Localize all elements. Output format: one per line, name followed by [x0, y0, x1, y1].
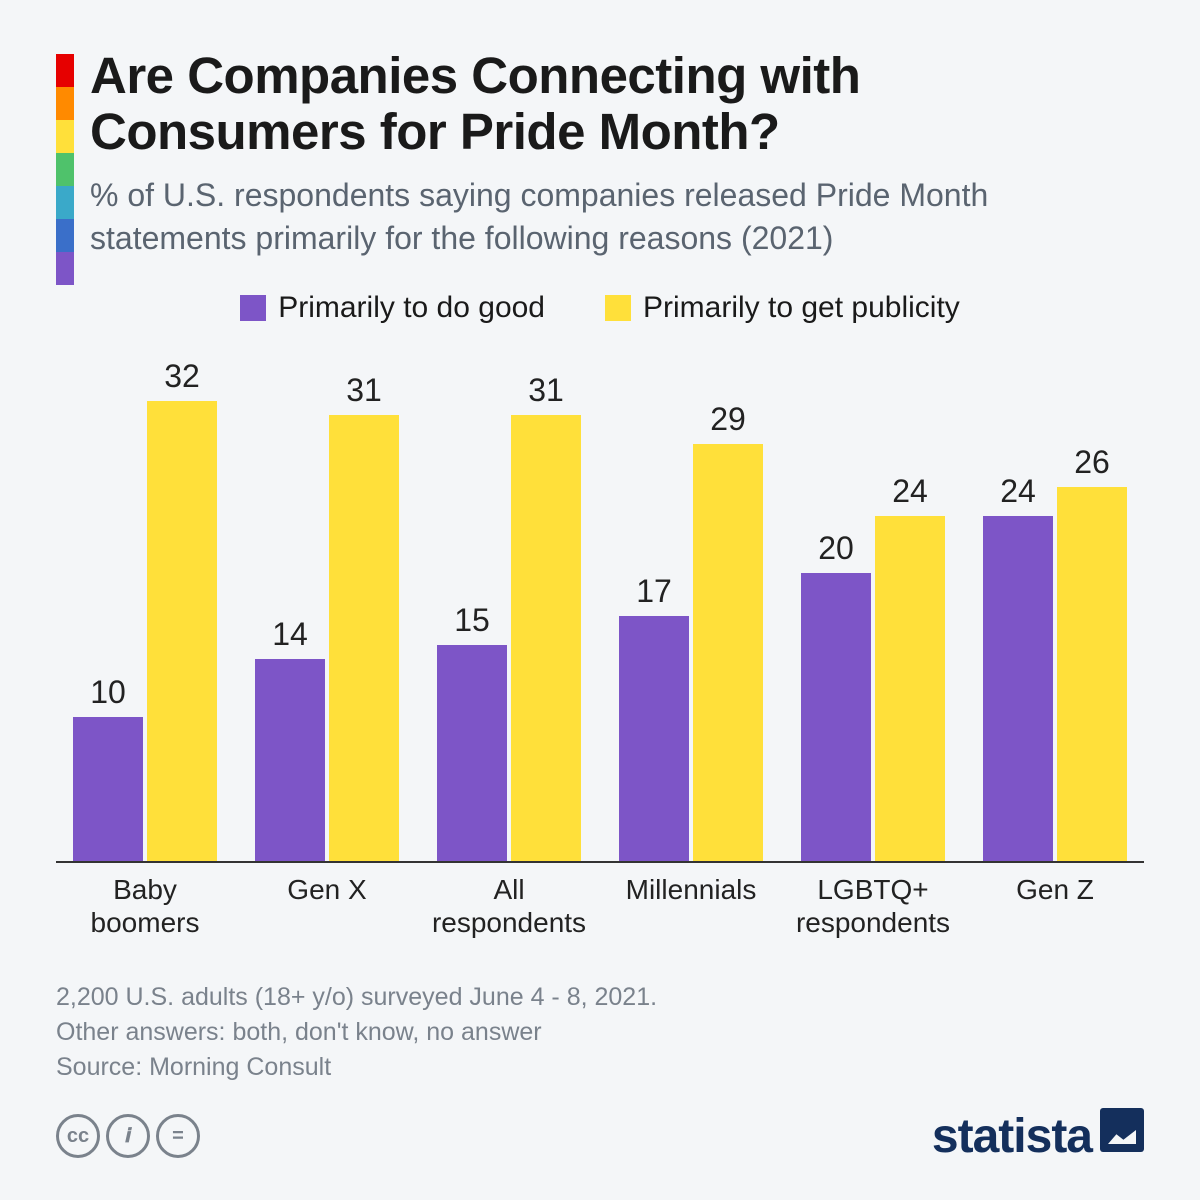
cc-icon: =: [156, 1114, 200, 1158]
rainbow-segment: [56, 153, 74, 186]
bar: [511, 415, 581, 861]
footer: cc𝒊= statista: [56, 1108, 1144, 1164]
x-axis-labels: Baby boomers Gen X All respondents Millenni…: [56, 863, 1144, 940]
bar-wrapper: 20: [801, 343, 871, 861]
bar-group: 14 31: [248, 343, 406, 861]
bar-wrapper: 31: [511, 343, 581, 861]
legend-item: Primarily to get publicity: [605, 291, 960, 325]
rainbow-segment: [56, 54, 74, 87]
bar-value-label: 26: [1074, 444, 1110, 481]
legend-label: Primarily to do good: [278, 291, 545, 325]
bar-value-label: 31: [528, 372, 564, 409]
x-axis-label: Baby boomers: [66, 873, 224, 940]
bar-value-label: 14: [272, 616, 308, 653]
x-axis-label: Gen X: [248, 873, 406, 940]
note-other: Other answers: both, don't know, no answ…: [56, 1015, 1144, 1050]
chart-subtitle: % of U.S. respondents saying companies r…: [90, 174, 1144, 260]
rainbow-segment: [56, 219, 74, 252]
bar-group: 1531: [430, 343, 588, 861]
header: Are Companies Connecting with Consumers …: [56, 48, 1144, 261]
rainbow-strip: [56, 54, 74, 285]
bar: [73, 717, 143, 861]
bar-wrapper: 29: [693, 343, 763, 861]
bar-value-label: 17: [636, 573, 672, 610]
bar: [875, 516, 945, 861]
logo-mark-icon: [1100, 1108, 1144, 1152]
legend-label: Primarily to get publicity: [643, 291, 960, 325]
bar-value-label: 32: [164, 358, 200, 395]
bar-value-label: 24: [892, 473, 928, 510]
x-axis-label: Gen Z: [976, 873, 1134, 940]
statista-logo: statista: [932, 1108, 1144, 1164]
bar: [255, 659, 325, 860]
bar-wrapper: 24: [983, 343, 1053, 861]
cc-icon: 𝒊: [106, 1114, 150, 1158]
bar-wrapper: 24: [875, 343, 945, 861]
bar: [619, 616, 689, 860]
bar-wrapper: 32: [147, 343, 217, 861]
bar: [801, 573, 871, 861]
bar-value-label: 15: [454, 602, 490, 639]
bar-wrapper: 15: [437, 343, 507, 861]
bar-value-label: 24: [1000, 473, 1036, 510]
bar: [147, 401, 217, 861]
bar-wrapper: 14: [255, 343, 325, 861]
bar-wrapper: 17: [619, 343, 689, 861]
chart-title: Are Companies Connecting with Consumers …: [90, 48, 1144, 160]
bar: [1057, 487, 1127, 861]
bar-value-label: 10: [90, 674, 126, 711]
rainbow-segment: [56, 252, 74, 285]
bar-wrapper: 26: [1057, 343, 1127, 861]
note-sample: 2,200 U.S. adults (18+ y/o) surveyed Jun…: [56, 980, 1144, 1015]
bar-chart: 103214311531172920242426: [56, 343, 1144, 863]
legend-swatch: [605, 295, 631, 321]
bar-group: 2024: [794, 343, 952, 861]
bar-value-label: 31: [346, 372, 382, 409]
bar-group: 10 32: [66, 343, 224, 861]
legend-swatch: [240, 295, 266, 321]
bar-group: 1729: [612, 343, 770, 861]
bar: [329, 415, 399, 861]
bar-value-label: 20: [818, 530, 854, 567]
bar-wrapper: 10: [73, 343, 143, 861]
bar-value-label: 29: [710, 401, 746, 438]
x-axis-label: Millennials: [612, 873, 770, 940]
bar: [693, 444, 763, 861]
legend-item: Primarily to do good: [240, 291, 545, 325]
logo-text: statista: [932, 1109, 1092, 1164]
note-source: Source: Morning Consult: [56, 1050, 1144, 1085]
rainbow-segment: [56, 87, 74, 120]
x-axis-label: All respondents: [430, 873, 588, 940]
bar-group: 24 26: [976, 343, 1134, 861]
footnotes: 2,200 U.S. adults (18+ y/o) surveyed Jun…: [56, 980, 1144, 1085]
cc-icon: cc: [56, 1114, 100, 1158]
legend: Primarily to do good Primarily to get pub…: [56, 291, 1144, 325]
rainbow-segment: [56, 120, 74, 153]
x-axis-label: LGBTQ+ respondents: [794, 873, 952, 940]
bar-wrapper: 31: [329, 343, 399, 861]
bar: [437, 645, 507, 861]
rainbow-segment: [56, 186, 74, 219]
bar: [983, 516, 1053, 861]
cc-license-icons: cc𝒊=: [56, 1114, 200, 1158]
